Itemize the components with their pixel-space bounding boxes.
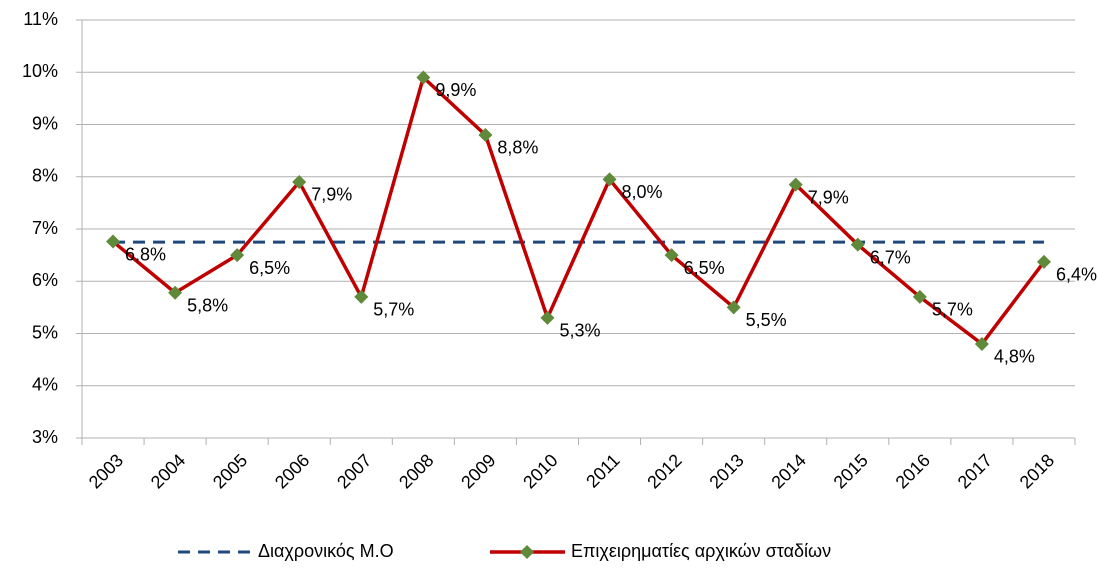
- x-tick-label: 2008: [395, 450, 437, 492]
- data-label: 6,5%: [684, 258, 725, 278]
- x-tick-label: 2016: [892, 450, 934, 492]
- marker: [230, 248, 245, 263]
- y-tick-label: 8%: [32, 166, 58, 186]
- marker: [416, 70, 431, 85]
- data-label: 6,5%: [249, 258, 290, 278]
- x-tick-label: 2003: [85, 450, 127, 492]
- y-tick-label: 6%: [32, 270, 58, 290]
- y-tick-label: 10%: [22, 61, 58, 81]
- marker: [726, 300, 741, 315]
- marker: [664, 248, 679, 263]
- data-label: 6,4%: [1056, 265, 1097, 285]
- data-label: 5,3%: [559, 321, 600, 341]
- y-tick-label: 4%: [32, 375, 58, 395]
- marker: [106, 234, 121, 249]
- marker: [354, 289, 369, 304]
- marker: [602, 172, 617, 187]
- series-line: [111, 74, 1046, 347]
- marker: [168, 285, 183, 300]
- x-tick-label: 2009: [457, 450, 499, 492]
- marker: [850, 237, 865, 252]
- y-tick-label: 9%: [32, 113, 58, 133]
- x-tick-label: 2015: [830, 450, 872, 492]
- y-tick-label: 5%: [32, 322, 58, 342]
- x-tick-label: 2006: [271, 450, 313, 492]
- y-tick-label: 3%: [32, 427, 58, 447]
- marker: [974, 336, 989, 351]
- legend-label: Διαχρονικός Μ.Ο: [258, 541, 394, 561]
- data-label: 5,8%: [187, 295, 228, 315]
- x-tick-label: 2014: [767, 450, 809, 492]
- y-tick-label: 7%: [32, 218, 58, 238]
- marker: [788, 177, 803, 192]
- x-tick-label: 2012: [643, 450, 685, 492]
- y-tick-label: 11%: [23, 9, 58, 29]
- marker: [292, 174, 307, 189]
- data-label: 5,7%: [932, 300, 973, 320]
- data-label: 7,9%: [311, 185, 352, 205]
- x-tick-label: 2017: [954, 450, 996, 492]
- data-label: 5,7%: [373, 300, 414, 320]
- x-tick-label: 2007: [333, 450, 375, 492]
- data-label: 4,8%: [994, 347, 1035, 367]
- marker: [912, 289, 927, 304]
- x-tick-label: 2005: [209, 450, 251, 492]
- marker: [1036, 254, 1051, 269]
- data-label: 6,8%: [125, 244, 166, 264]
- x-tick-label: 2010: [519, 450, 561, 492]
- marker: [478, 127, 493, 142]
- x-tick-label: 2011: [582, 450, 624, 492]
- data-label: 9,9%: [435, 80, 476, 100]
- legend-label: Επιχειρηματίες αρχικών σταδίων: [571, 541, 831, 561]
- data-label: 8,8%: [497, 138, 538, 158]
- x-tick-label: 2018: [1016, 450, 1058, 492]
- x-tick-label: 2013: [705, 450, 747, 492]
- data-label: 8,0%: [622, 182, 663, 202]
- data-label: 6,7%: [870, 247, 911, 267]
- data-label: 7,9%: [808, 187, 849, 207]
- marker: [540, 310, 555, 325]
- x-tick-label: 2004: [147, 450, 189, 492]
- legend-marker: [520, 545, 534, 559]
- data-label: 5,5%: [746, 310, 787, 330]
